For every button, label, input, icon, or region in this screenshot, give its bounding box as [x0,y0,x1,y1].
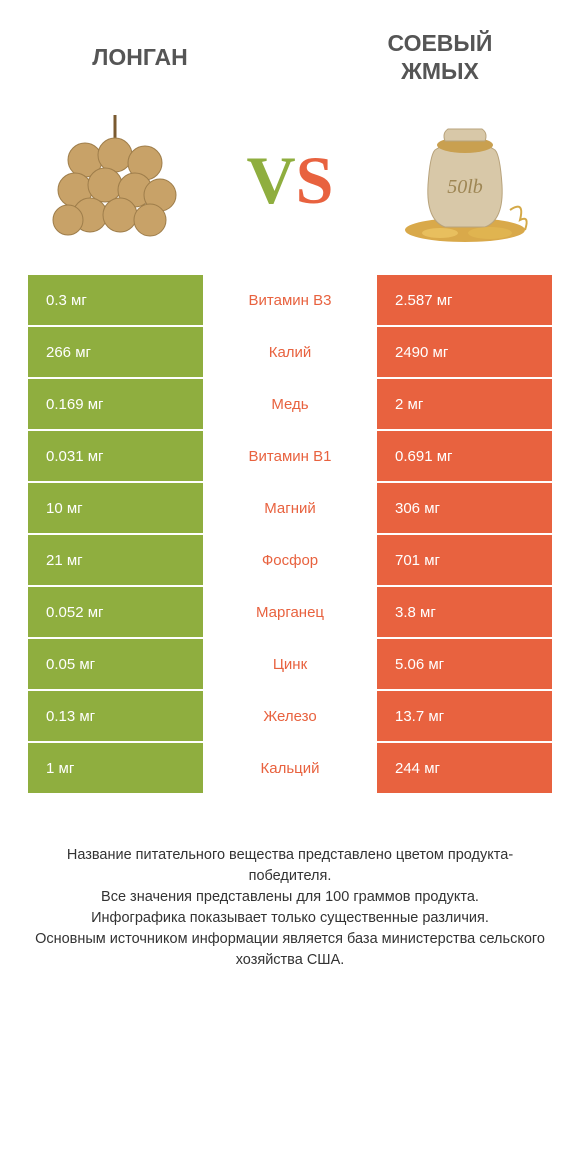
table-row: 21 мгФосфор701 мг [28,535,552,585]
nutrient-name-cell: Медь [203,379,377,429]
table-row: 266 мгКалий2490 мг [28,327,552,377]
table-row: 10 мгМагний306 мг [28,483,552,533]
vs-label: VS [247,141,334,220]
right-value-cell: 2.587 мг [377,275,552,325]
left-value-cell: 0.031 мг [28,431,203,481]
right-value-cell: 0.691 мг [377,431,552,481]
table-row: 1 мгКальций244 мг [28,743,552,793]
right-product-title: СОЕВЫЙ ЖМЫХ [340,30,540,85]
right-value-cell: 13.7 мг [377,691,552,741]
right-value-cell: 2490 мг [377,327,552,377]
table-row: 0.031 мгВитамин B10.691 мг [28,431,552,481]
images-row: VS 50lb [0,105,580,275]
header: ЛОНГАН СОЕВЫЙ ЖМЫХ [0,0,580,105]
nutrient-name-cell: Марганец [203,587,377,637]
nutrient-name-cell: Фосфор [203,535,377,585]
left-value-cell: 0.169 мг [28,379,203,429]
table-row: 0.169 мгМедь2 мг [28,379,552,429]
footer-line-1: Название питательного вещества представл… [30,845,550,887]
nutrient-name-cell: Калий [203,327,377,377]
footer-notes: Название питательного вещества представл… [0,795,580,991]
nutrient-name-cell: Витамин B3 [203,275,377,325]
left-value-cell: 21 мг [28,535,203,585]
footer-line-4: Основным источником информации является … [30,929,550,971]
nutrient-name-cell: Цинк [203,639,377,689]
table-row: 0.3 мгВитамин B32.587 мг [28,275,552,325]
footer-line-2: Все значения представлены для 100 граммо… [30,887,550,908]
right-value-cell: 701 мг [377,535,552,585]
left-product-title: ЛОНГАН [40,44,240,72]
left-value-cell: 0.05 мг [28,639,203,689]
nutrient-name-cell: Витамин B1 [203,431,377,481]
left-value-cell: 10 мг [28,483,203,533]
right-value-cell: 3.8 мг [377,587,552,637]
right-value-cell: 306 мг [377,483,552,533]
longan-icon [40,115,190,245]
table-row: 0.05 мгЦинк5.06 мг [28,639,552,689]
nutrient-name-cell: Железо [203,691,377,741]
svg-text:50lb: 50lb [447,176,483,198]
nutrient-name-cell: Магний [203,483,377,533]
left-value-cell: 266 мг [28,327,203,377]
left-product-image [40,115,190,245]
left-value-cell: 1 мг [28,743,203,793]
right-value-cell: 244 мг [377,743,552,793]
right-product-image: 50lb [390,115,540,245]
right-value-cell: 5.06 мг [377,639,552,689]
left-value-cell: 0.13 мг [28,691,203,741]
table-row: 0.052 мгМарганец3.8 мг [28,587,552,637]
right-value-cell: 2 мг [377,379,552,429]
table-row: 0.13 мгЖелезо13.7 мг [28,691,552,741]
nutrient-name-cell: Кальций [203,743,377,793]
soy-sack-icon: 50lb [390,115,540,245]
left-value-cell: 0.052 мг [28,587,203,637]
left-value-cell: 0.3 мг [28,275,203,325]
footer-line-3: Инфографика показывает только существенн… [30,908,550,929]
comparison-table: 0.3 мгВитамин B32.587 мг266 мгКалий2490 … [0,275,580,793]
